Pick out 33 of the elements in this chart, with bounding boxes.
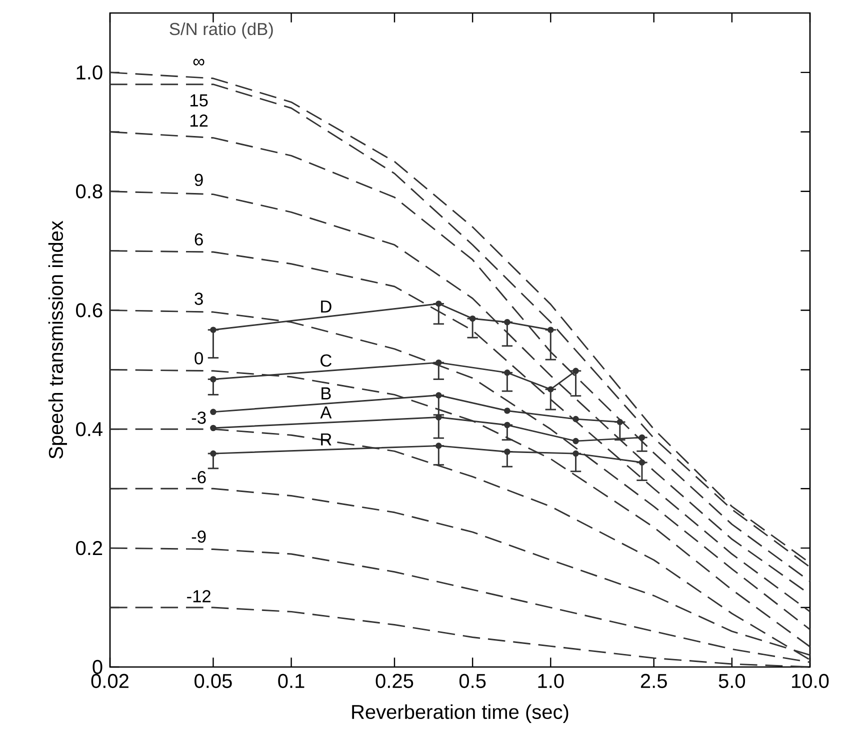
x-tick-label: 2.5 <box>640 674 667 688</box>
y-tick-label: 0.4 <box>76 422 102 436</box>
y-axis-title: Speech transmission index <box>48 220 67 459</box>
x-tick-label: 1.0 <box>538 674 564 688</box>
x-tick-label: 0.1 <box>278 674 304 688</box>
series-label: ∞ <box>193 58 204 66</box>
series-label: 12 <box>190 114 208 127</box>
series-label: C <box>320 354 332 367</box>
x-tick-label: 5.0 <box>718 674 746 688</box>
series-label: -6 <box>192 471 206 484</box>
x-tick-label: 10.0 <box>792 674 829 688</box>
series-label: -12 <box>187 590 210 602</box>
series-label: 3 <box>194 292 203 305</box>
x-tick-label: 0.05 <box>194 674 232 688</box>
series-label: -3 <box>192 412 206 424</box>
series-label: 0 <box>194 352 203 364</box>
y-tick-label: 0.6 <box>76 303 102 318</box>
series-label: 15 <box>190 94 208 106</box>
series-label: A <box>320 406 332 418</box>
x-tick-label: 0.5 <box>459 674 486 688</box>
y-tick-label: 1.0 <box>76 65 102 80</box>
series-label: D <box>321 300 332 313</box>
x-tick-label: 0.02 <box>91 674 128 688</box>
x-tick-label: 0.25 <box>376 674 414 688</box>
series-label: 6 <box>194 233 203 246</box>
x-axis-title: Reverberation time (sec) <box>352 704 568 723</box>
y-tick-label: 0 <box>92 660 102 674</box>
y-tick-label: 0.2 <box>76 540 102 556</box>
series-label: -9 <box>192 530 206 543</box>
y-tick-label: 0.8 <box>76 184 102 198</box>
series-label: 9 <box>194 174 203 186</box>
series-label: B <box>322 387 331 400</box>
legend-title: S/N ratio (dB) <box>170 22 273 39</box>
